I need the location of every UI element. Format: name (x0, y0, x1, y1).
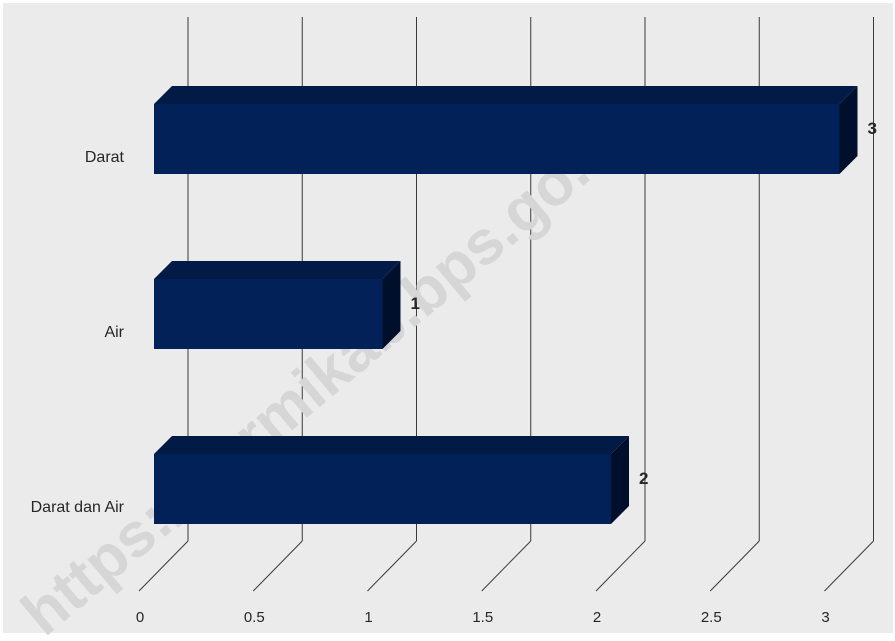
data-label: 1 (411, 294, 420, 313)
floor-gridline-6 (824, 540, 874, 592)
category-label: Darat dan Air (31, 499, 125, 516)
bar-group (154, 436, 629, 524)
bar-top-face (154, 261, 401, 279)
bar-group (154, 86, 858, 174)
x-tick-label: 2 (593, 609, 601, 626)
x-tick-label: 1.5 (472, 609, 493, 626)
bar (154, 454, 611, 524)
bar-top-face (154, 436, 629, 454)
bar-top-face (154, 86, 858, 104)
floor-gridline-3 (481, 540, 532, 592)
x-tick-label: 0.5 (244, 609, 265, 626)
bar (154, 104, 840, 174)
data-label: 2 (639, 469, 648, 488)
floor-gridline-1 (252, 540, 303, 592)
x-tick-label: 1 (364, 609, 372, 626)
category-label: Darat (85, 149, 125, 166)
data-label: 3 (868, 119, 877, 138)
x-tick-label: 0 (136, 609, 144, 626)
labels: 0 0.5 1 1.5 2 2.5 3 Darat 3 Air 1 Darat dan Air 2 (31, 119, 877, 626)
floor-gridline-5 (709, 540, 760, 592)
x-tick-label: 3 (821, 609, 829, 626)
bar-group (154, 261, 401, 349)
bars (154, 86, 858, 524)
bar (154, 279, 383, 349)
bar-side-face (839, 86, 858, 174)
floor-gridline-4 (595, 540, 646, 592)
floor-gridline-0 (138, 540, 189, 592)
category-label: Air (104, 324, 124, 341)
bar-side-face (382, 261, 401, 349)
bar-side-face (611, 436, 629, 524)
floor-gridline-2 (367, 540, 417, 592)
x-tick-label: 2.5 (701, 609, 722, 626)
